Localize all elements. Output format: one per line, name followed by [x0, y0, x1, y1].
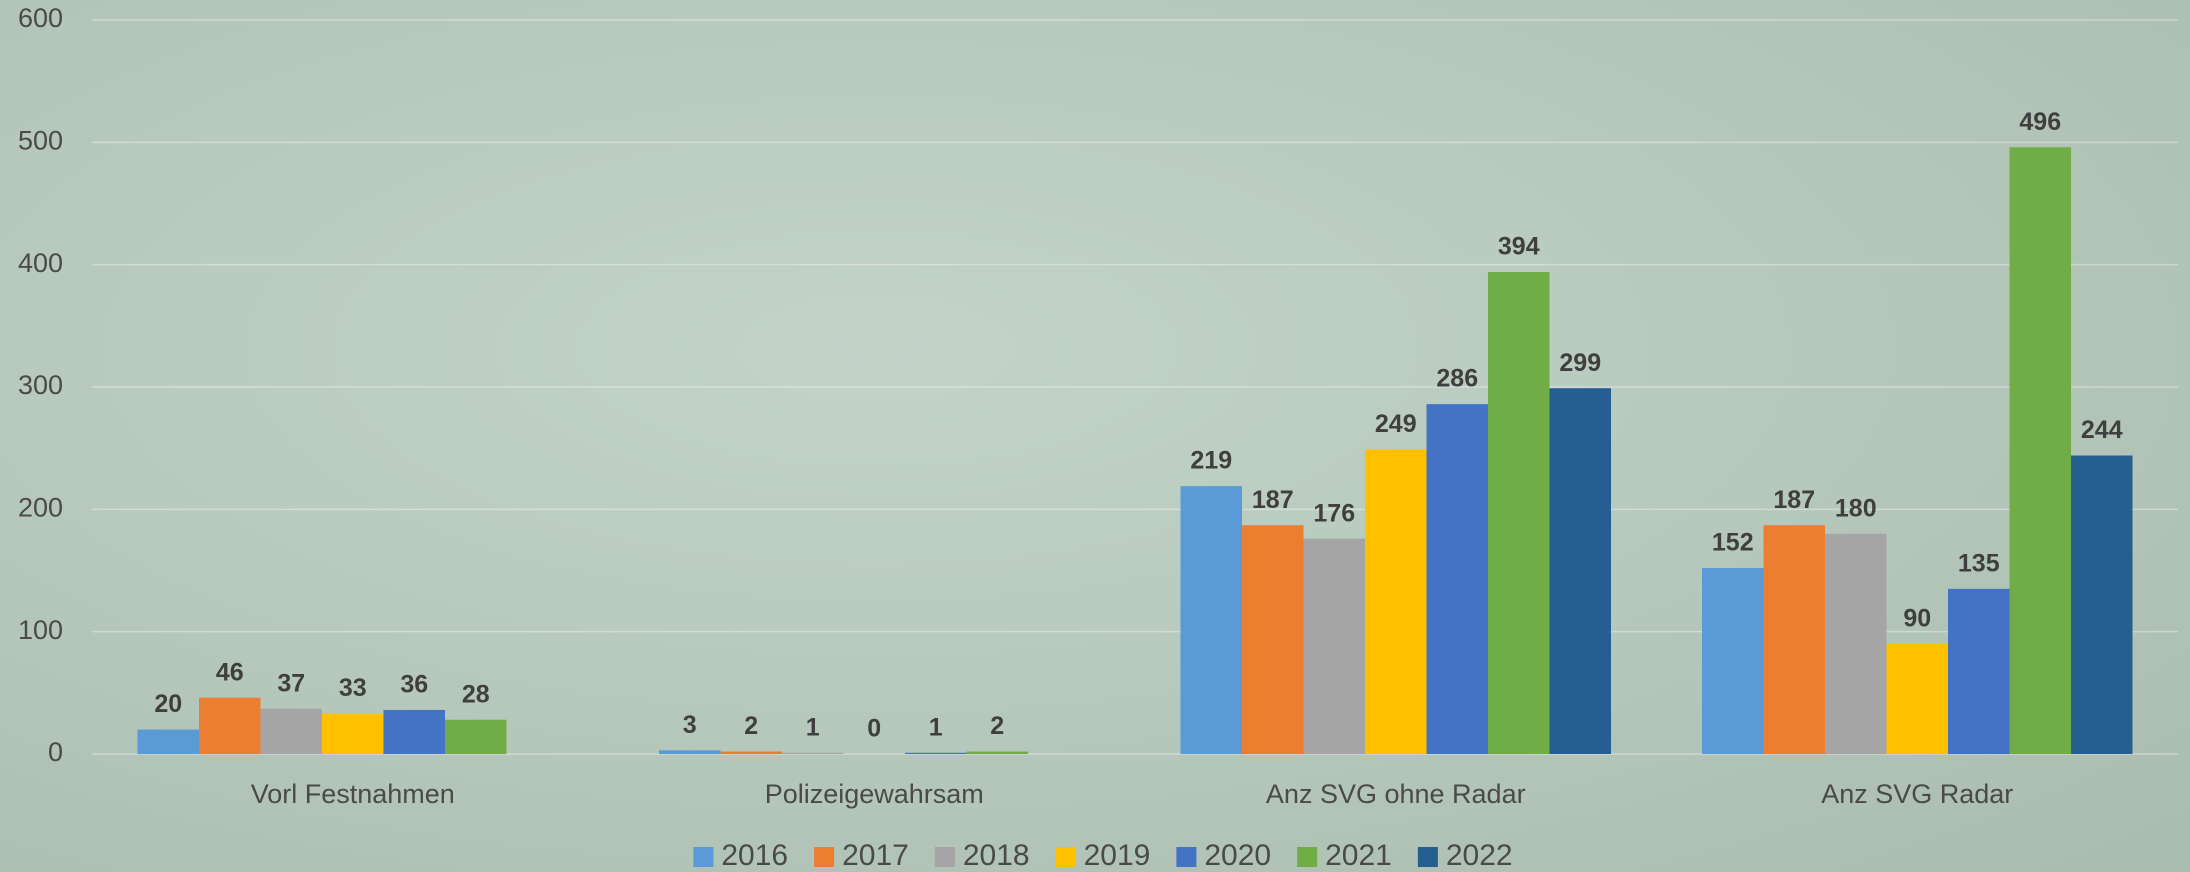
- bar: [1365, 449, 1427, 754]
- y-tick-label: 0: [48, 737, 63, 767]
- bar: [383, 709, 445, 754]
- legend-swatch: [1417, 847, 1438, 867]
- bar: [1180, 486, 1242, 754]
- bar: [1702, 568, 1764, 754]
- data-label: 3: [683, 711, 697, 739]
- bar: [905, 752, 967, 754]
- bar: [1426, 404, 1488, 754]
- bar: [1763, 525, 1825, 754]
- legend-swatch: [693, 847, 714, 867]
- x-tick-label: Anz SVG Radar: [1821, 779, 2013, 809]
- bar: [445, 719, 507, 754]
- bar: [1488, 272, 1550, 754]
- bar: [1303, 538, 1365, 754]
- data-label: 219: [1190, 447, 1232, 475]
- data-label: 180: [1835, 494, 1877, 522]
- data-label: 299: [1559, 349, 1601, 377]
- data-label: 187: [1252, 486, 1294, 514]
- data-label: 2: [744, 712, 758, 740]
- data-label: 135: [1958, 549, 2000, 577]
- legend-label: 2020: [1204, 839, 1271, 872]
- bar: [2071, 455, 2133, 754]
- data-label: 36: [400, 671, 428, 699]
- x-tick-label: Anz SVG ohne Radar: [1266, 779, 1526, 809]
- data-label: 20: [154, 690, 182, 718]
- data-label: 394: [1498, 233, 1540, 261]
- y-tick-label: 400: [18, 248, 63, 278]
- bar: [1242, 525, 1304, 754]
- bar: [137, 729, 199, 754]
- data-label: 33: [339, 674, 367, 702]
- data-label: 176: [1313, 499, 1355, 527]
- bar: [322, 713, 384, 754]
- legend-label: 2018: [963, 839, 1030, 872]
- bar: [1886, 643, 1948, 754]
- data-label: 0: [867, 715, 881, 743]
- data-label: 286: [1436, 365, 1478, 393]
- bar: [966, 751, 1028, 754]
- bar: [720, 751, 782, 754]
- y-tick-label: 500: [18, 125, 63, 155]
- bar: [782, 752, 844, 754]
- legend-label: 2021: [1325, 839, 1392, 872]
- legend-label: 2022: [1446, 839, 1513, 872]
- bar: [2009, 147, 2071, 754]
- data-label: 249: [1375, 410, 1417, 438]
- legend-swatch: [814, 847, 835, 867]
- x-tick-label: Vorl Festnahmen: [251, 779, 455, 809]
- legend-swatch: [1176, 847, 1197, 867]
- data-label: 244: [2081, 416, 2123, 444]
- data-label: 37: [277, 669, 305, 697]
- bar: [1948, 588, 2010, 754]
- bar: [659, 750, 721, 754]
- data-label: 1: [929, 713, 943, 741]
- legend-label: 2019: [1084, 839, 1151, 872]
- legend-label: 2017: [842, 839, 909, 872]
- y-tick-label: 100: [18, 615, 63, 645]
- data-label: 2: [990, 712, 1004, 740]
- bar: [199, 697, 261, 754]
- data-label: 1: [806, 713, 820, 741]
- data-label: 28: [462, 680, 490, 708]
- legend-swatch: [1055, 847, 1076, 867]
- legend-swatch: [934, 847, 955, 867]
- data-label: 90: [1903, 605, 1931, 633]
- bar: [1825, 533, 1887, 754]
- y-tick-label: 300: [18, 370, 63, 400]
- data-label: 152: [1712, 529, 1754, 557]
- bar: [1549, 388, 1611, 754]
- data-label: 496: [2019, 108, 2061, 136]
- data-label: 46: [216, 658, 244, 686]
- legend-label: 2016: [721, 839, 788, 872]
- legend-swatch: [1297, 847, 1318, 867]
- x-tick-label: Polizeigewahrsam: [765, 779, 984, 809]
- data-label: 187: [1773, 486, 1815, 514]
- y-tick-label: 600: [18, 3, 63, 33]
- y-tick-label: 200: [18, 492, 63, 522]
- bar: [260, 708, 322, 754]
